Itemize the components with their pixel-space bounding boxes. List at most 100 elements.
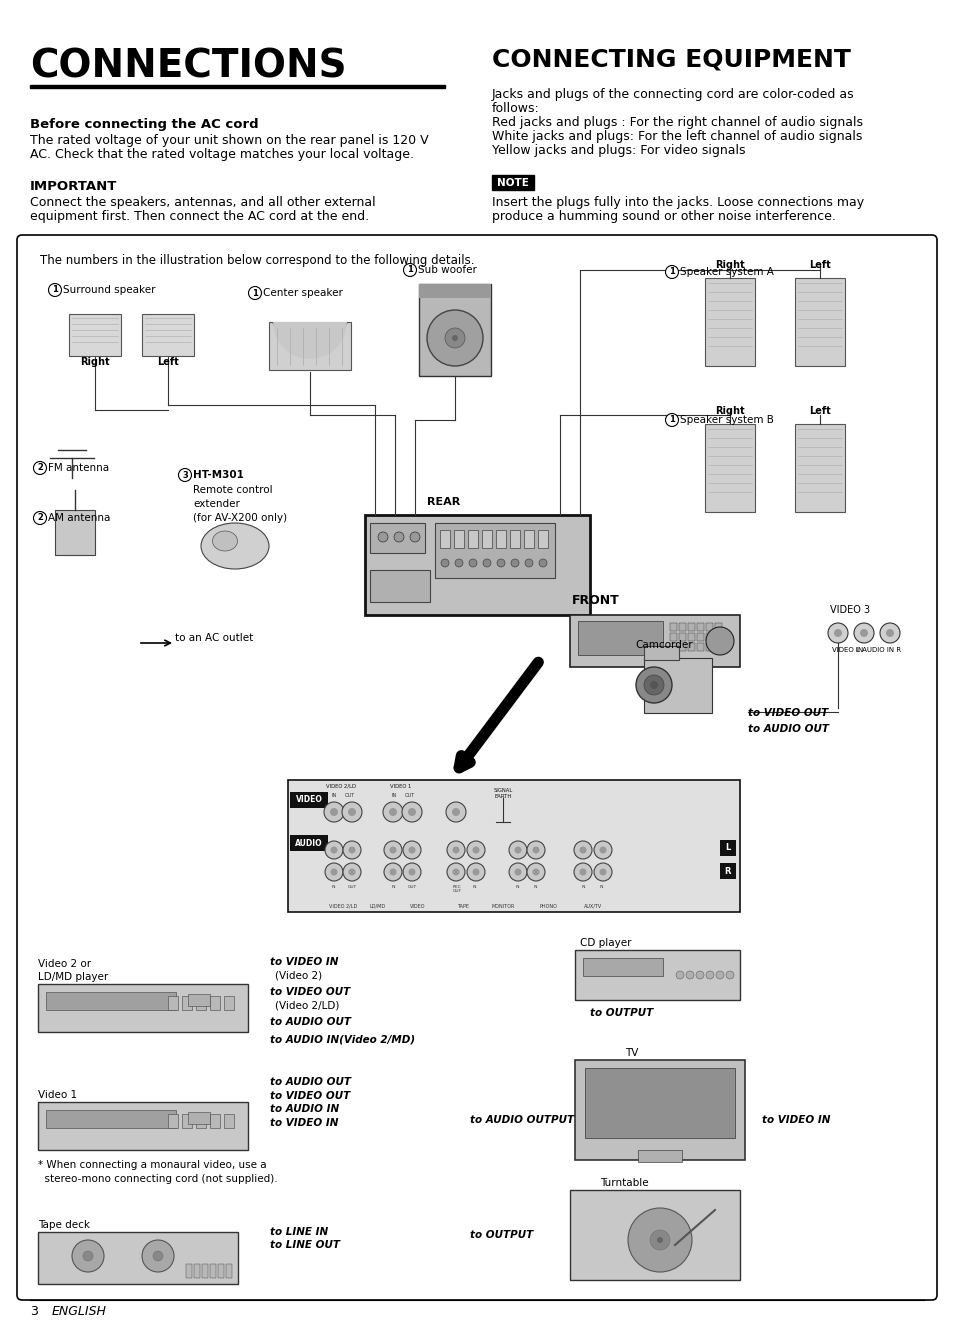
Bar xyxy=(714,642,721,650)
Text: White jacks and plugs: For the left channel of audio signals: White jacks and plugs: For the left chan… xyxy=(492,130,862,144)
Bar xyxy=(705,633,712,641)
Bar xyxy=(46,992,175,1009)
Text: PHONO: PHONO xyxy=(538,904,557,908)
Bar xyxy=(142,314,193,356)
Text: CONNECTIONS: CONNECTIONS xyxy=(30,48,346,86)
Circle shape xyxy=(665,414,678,427)
Text: FRONT: FRONT xyxy=(572,595,619,606)
Text: FM antenna: FM antenna xyxy=(48,463,109,473)
Bar xyxy=(720,863,735,879)
Circle shape xyxy=(482,559,491,567)
Bar xyxy=(168,996,178,1009)
Circle shape xyxy=(49,283,61,297)
Circle shape xyxy=(594,863,612,880)
Bar xyxy=(224,1115,233,1128)
Bar xyxy=(38,1232,237,1283)
Circle shape xyxy=(389,846,396,854)
Text: 3: 3 xyxy=(30,1305,38,1318)
Bar xyxy=(439,529,450,548)
Bar xyxy=(714,622,721,630)
Text: ENGLISH: ENGLISH xyxy=(52,1305,107,1318)
Text: to LINE OUT: to LINE OUT xyxy=(270,1240,339,1250)
Circle shape xyxy=(578,868,586,875)
Bar xyxy=(705,622,712,630)
Text: AUDIO: AUDIO xyxy=(294,838,322,847)
Bar xyxy=(418,285,491,376)
Text: VIDEO 1: VIDEO 1 xyxy=(390,783,412,789)
Text: CONNECTING EQUIPMENT: CONNECTING EQUIPMENT xyxy=(492,48,850,72)
Bar xyxy=(584,1068,734,1138)
Circle shape xyxy=(509,863,526,880)
Bar xyxy=(218,1264,224,1278)
Bar xyxy=(468,529,477,548)
Text: IN: IN xyxy=(516,884,519,888)
Text: The numbers in the illustration below correspond to the following details.: The numbers in the illustration below co… xyxy=(40,254,474,267)
Text: Tape deck: Tape deck xyxy=(38,1220,90,1230)
Circle shape xyxy=(524,559,533,567)
Wedge shape xyxy=(273,322,347,359)
Text: Insert the plugs fully into the jacks. Loose connections may: Insert the plugs fully into the jacks. L… xyxy=(492,196,863,209)
Circle shape xyxy=(636,668,671,704)
Circle shape xyxy=(716,971,723,979)
Circle shape xyxy=(440,559,449,567)
Circle shape xyxy=(33,462,47,475)
Circle shape xyxy=(511,559,518,567)
Text: Yellow jacks and plugs: For video signals: Yellow jacks and plugs: For video signal… xyxy=(492,144,744,157)
Text: Turntable: Turntable xyxy=(599,1178,648,1188)
Bar xyxy=(679,622,685,630)
Bar xyxy=(582,958,662,976)
Bar xyxy=(30,85,444,88)
Text: 1: 1 xyxy=(252,289,257,298)
Text: 1: 1 xyxy=(52,286,58,294)
Circle shape xyxy=(446,802,465,822)
Text: Video 2 or: Video 2 or xyxy=(38,959,91,970)
Text: IN: IN xyxy=(533,884,537,888)
Bar xyxy=(481,529,492,548)
Text: AUX/TV: AUX/TV xyxy=(583,904,601,908)
Text: IN: IN xyxy=(331,793,336,798)
Circle shape xyxy=(685,971,693,979)
Text: Jacks and plugs of the connecting cord are color-coded as: Jacks and plugs of the connecting cord a… xyxy=(492,88,854,101)
Circle shape xyxy=(389,868,396,875)
Text: OUT: OUT xyxy=(345,793,355,798)
Circle shape xyxy=(574,863,592,880)
Circle shape xyxy=(178,468,192,481)
Circle shape xyxy=(348,846,355,854)
Text: 1: 1 xyxy=(668,267,674,277)
Circle shape xyxy=(403,263,416,277)
Circle shape xyxy=(408,846,416,854)
Bar xyxy=(210,1115,220,1128)
Bar xyxy=(523,529,534,548)
Text: TAPE: TAPE xyxy=(456,904,469,908)
Circle shape xyxy=(33,512,47,524)
Circle shape xyxy=(649,1230,669,1250)
Text: Connect the speakers, antennas, and all other external: Connect the speakers, antennas, and all … xyxy=(30,196,375,209)
Circle shape xyxy=(382,802,402,822)
Circle shape xyxy=(885,629,893,637)
Text: Surround speaker: Surround speaker xyxy=(63,285,155,295)
Circle shape xyxy=(725,971,733,979)
Circle shape xyxy=(394,532,403,543)
Circle shape xyxy=(330,868,337,875)
Text: follows:: follows: xyxy=(492,102,539,114)
Text: Video 1: Video 1 xyxy=(38,1091,77,1100)
Bar xyxy=(210,1264,215,1278)
Text: LD/MD: LD/MD xyxy=(370,904,386,908)
Bar xyxy=(224,996,233,1009)
Text: HT-M301: HT-M301 xyxy=(193,469,244,480)
Text: IN: IN xyxy=(391,793,396,798)
Circle shape xyxy=(408,868,416,875)
Text: Right: Right xyxy=(715,406,744,416)
Text: Right: Right xyxy=(80,356,110,367)
Circle shape xyxy=(514,846,521,854)
Circle shape xyxy=(833,629,841,637)
Bar xyxy=(435,523,555,579)
Text: OUT: OUT xyxy=(347,884,356,888)
Text: Left: Left xyxy=(808,259,830,270)
Bar xyxy=(720,841,735,857)
Circle shape xyxy=(467,841,484,859)
Bar xyxy=(365,515,589,614)
Circle shape xyxy=(444,329,464,348)
Bar xyxy=(226,1264,232,1278)
Circle shape xyxy=(325,841,343,859)
